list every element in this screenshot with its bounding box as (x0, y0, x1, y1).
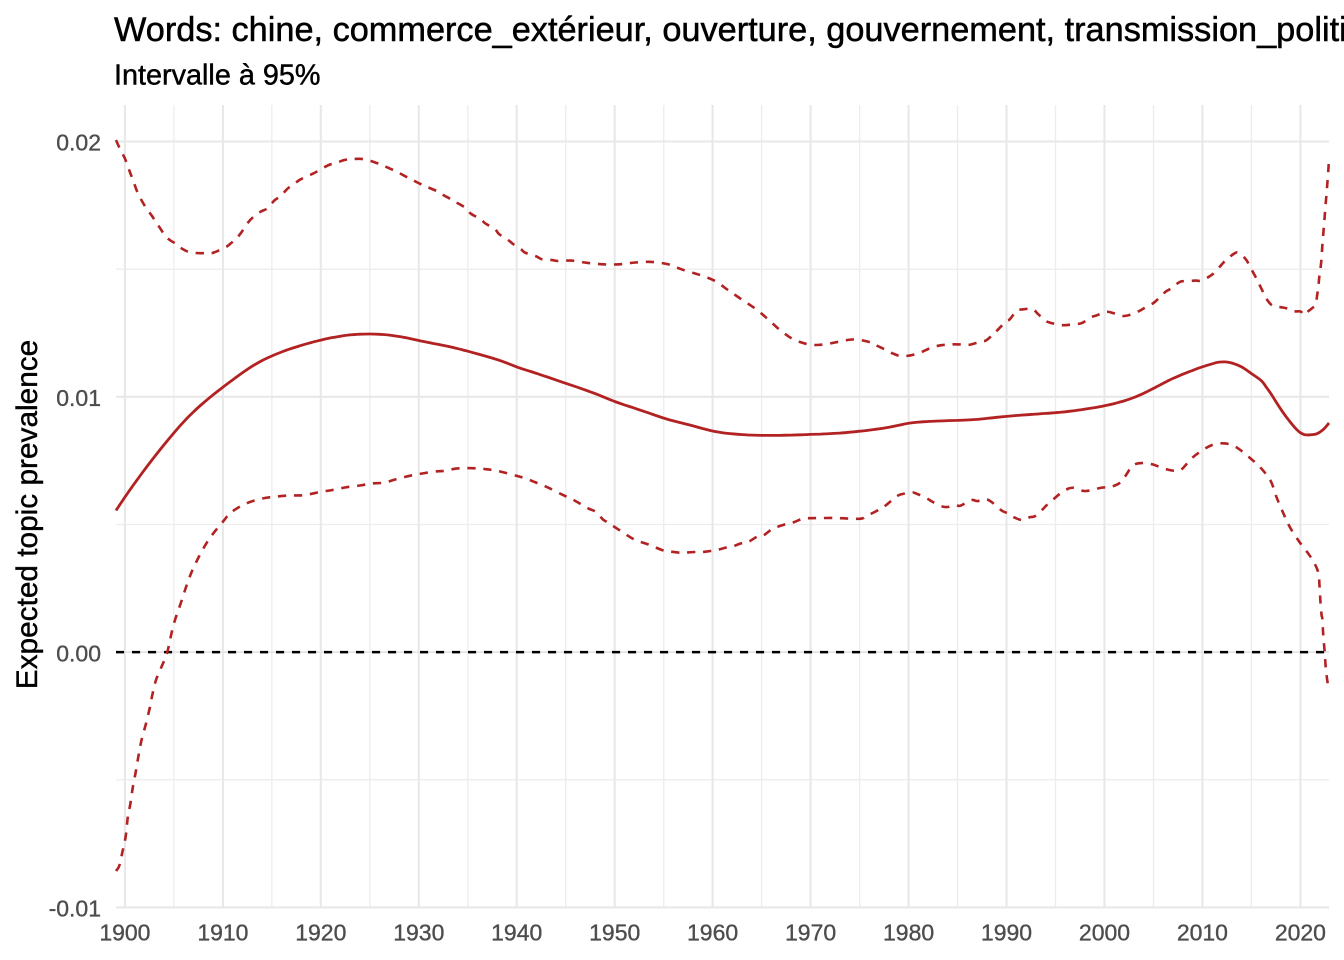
svg-text:0.01: 0.01 (56, 385, 101, 411)
svg-text:1920: 1920 (295, 920, 346, 946)
svg-text:2010: 2010 (1177, 920, 1228, 946)
svg-text:-0.01: -0.01 (49, 896, 101, 922)
svg-text:Expected topic prevalence: Expected topic prevalence (11, 340, 44, 690)
svg-text:1910: 1910 (197, 920, 248, 946)
svg-text:Words: chine, commerce_extérie: Words: chine, commerce_extérieur, ouvert… (114, 11, 1344, 49)
svg-text:1900: 1900 (99, 920, 150, 946)
svg-text:0.00: 0.00 (56, 640, 101, 666)
svg-text:1970: 1970 (785, 920, 836, 946)
svg-text:1930: 1930 (393, 920, 444, 946)
svg-text:Intervalle à 95%: Intervalle à 95% (114, 60, 321, 92)
svg-text:1980: 1980 (883, 920, 934, 946)
svg-text:1940: 1940 (491, 920, 542, 946)
svg-text:2020: 2020 (1275, 920, 1326, 946)
svg-text:1960: 1960 (687, 920, 738, 946)
svg-text:0.02: 0.02 (56, 130, 101, 156)
svg-text:2000: 2000 (1079, 920, 1130, 946)
svg-text:1990: 1990 (981, 920, 1032, 946)
svg-text:1950: 1950 (589, 920, 640, 946)
